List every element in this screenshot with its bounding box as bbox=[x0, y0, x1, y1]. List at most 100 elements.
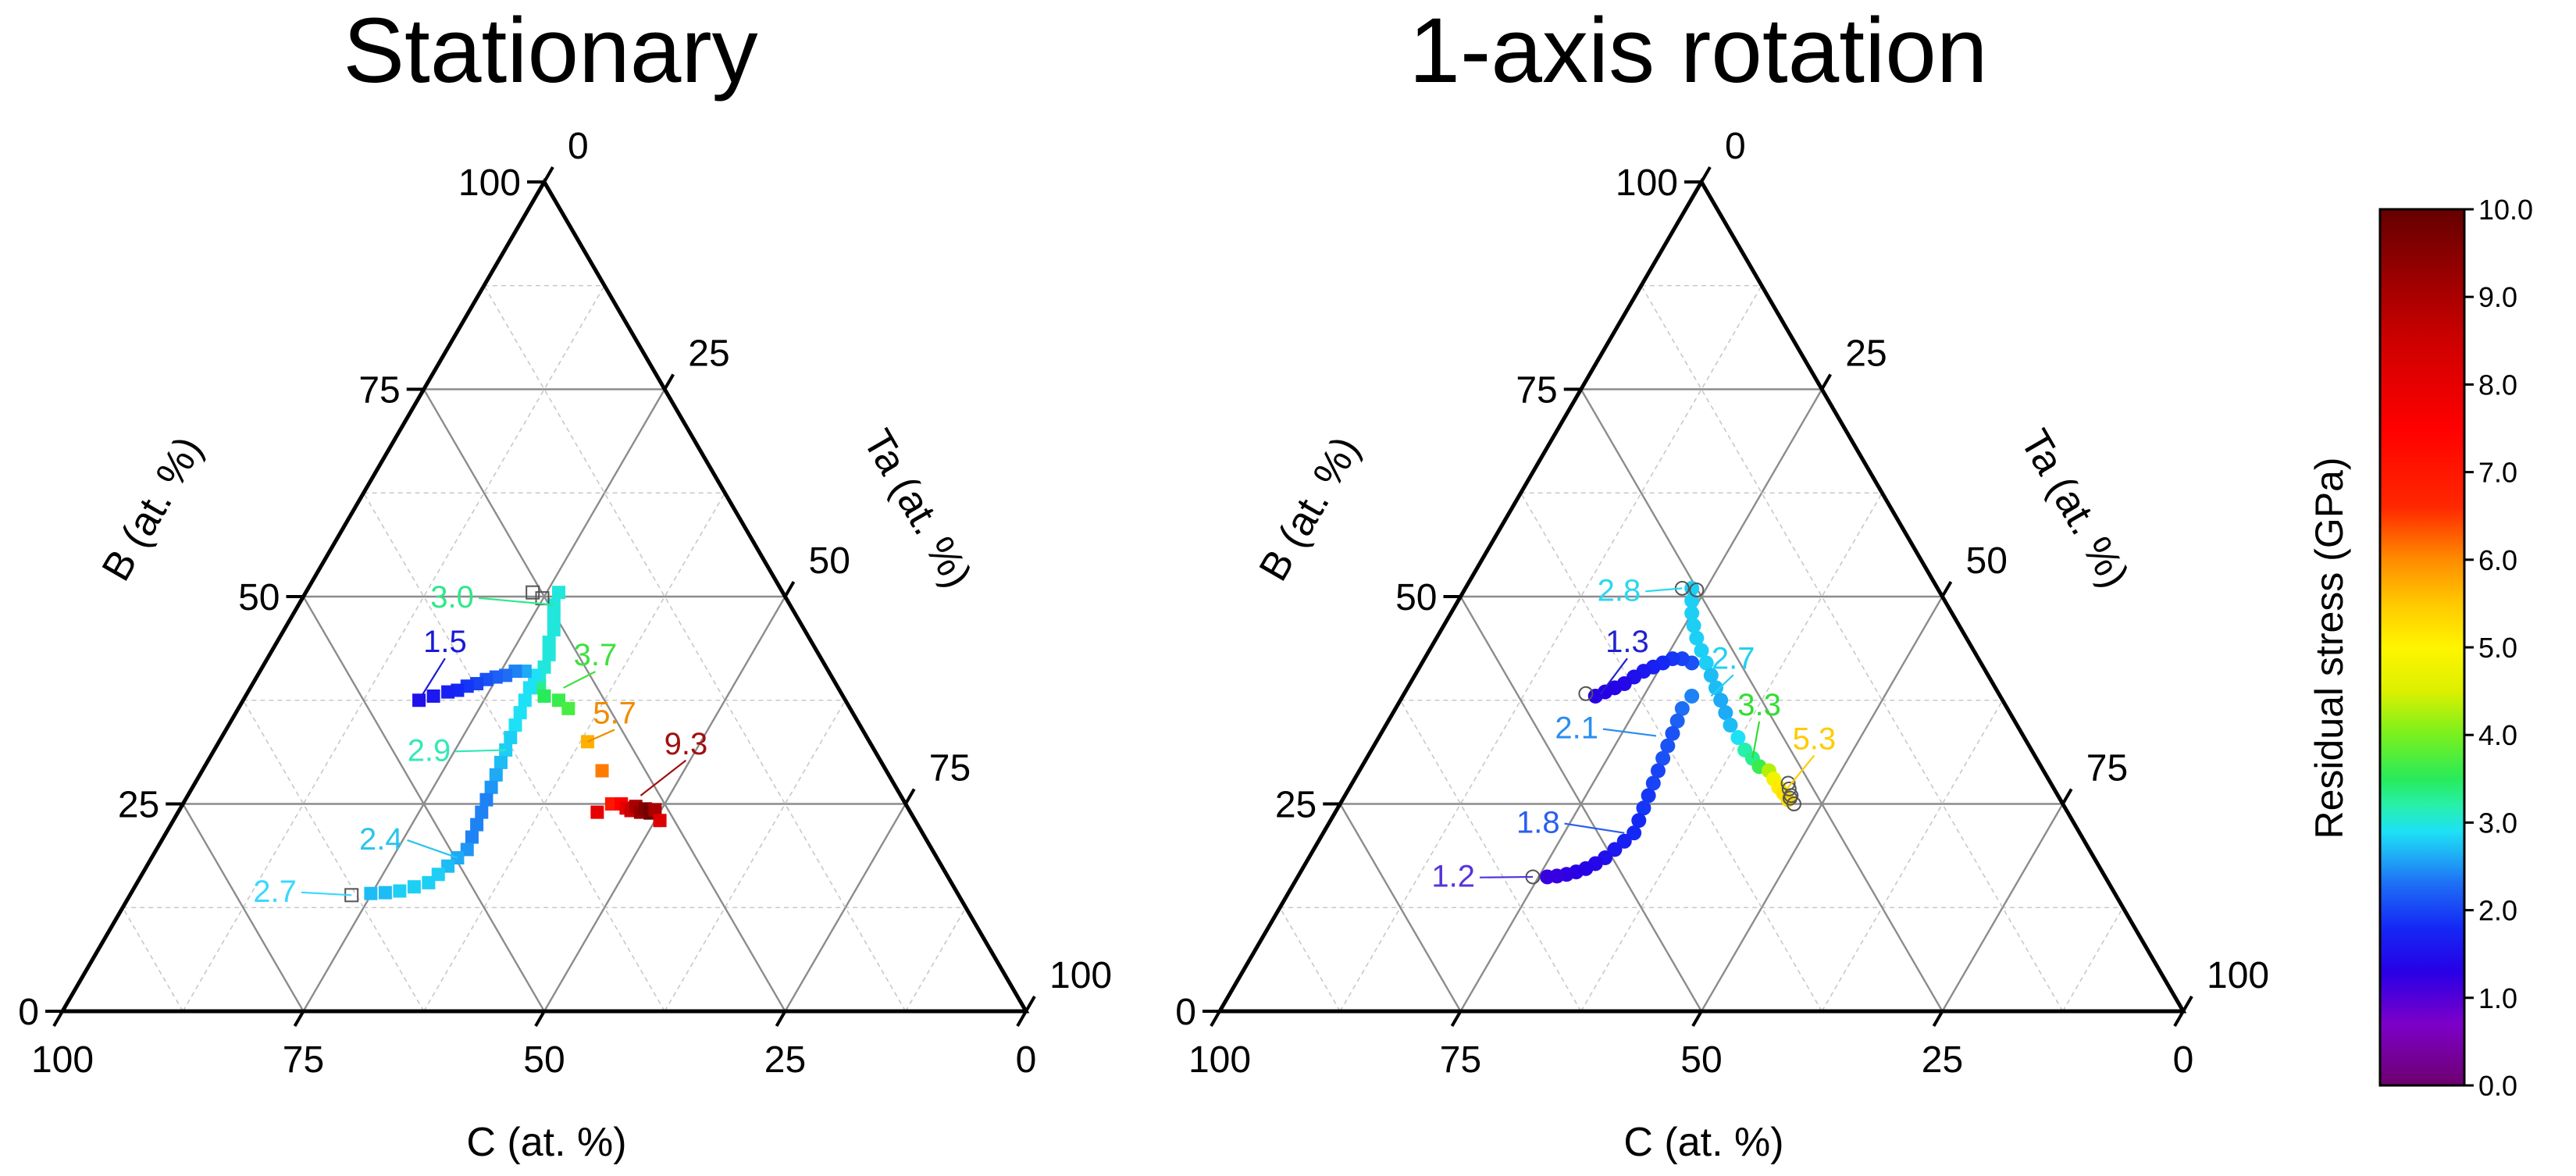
tick-label-c: 75 bbox=[1440, 1039, 1481, 1081]
annotation-label: 2.7 bbox=[1712, 641, 1755, 675]
data-point bbox=[407, 880, 421, 894]
data-point bbox=[648, 803, 662, 817]
grid-line bbox=[483, 285, 907, 1012]
axis-ticks: 0 0 100 25 25 75 50 50 50 75 75 25 100 100 0 bbox=[18, 126, 1112, 1081]
data-point bbox=[493, 755, 508, 769]
annotation-leader bbox=[1479, 875, 1534, 878]
data-point bbox=[1713, 693, 1729, 708]
annotation-leader bbox=[1787, 754, 1815, 788]
data-points bbox=[1525, 580, 1801, 885]
tick-label-c: 50 bbox=[1680, 1039, 1722, 1081]
data-point bbox=[504, 731, 518, 745]
tick-mark bbox=[2173, 1010, 2185, 1028]
annotation-label: 2.7 bbox=[253, 875, 297, 909]
annotation-label: 2.9 bbox=[408, 733, 451, 768]
tick-mark bbox=[663, 373, 675, 390]
annotation-leader bbox=[418, 657, 446, 701]
annotation-leader bbox=[563, 671, 596, 689]
data-point bbox=[1703, 668, 1719, 683]
data-point bbox=[518, 693, 532, 707]
annotation-leader bbox=[1599, 657, 1628, 695]
data-point bbox=[552, 586, 566, 600]
data-point bbox=[1684, 605, 1700, 621]
annotation-label: 3.7 bbox=[574, 638, 618, 672]
axis-label-c: C (at. %) bbox=[1623, 1120, 1783, 1165]
axis-ticks: 0 0 100 25 25 75 50 50 50 75 75 25 100 100 0 bbox=[1175, 126, 2269, 1081]
tick-label-b: 0 bbox=[18, 992, 39, 1033]
grid-line bbox=[905, 907, 967, 1012]
data-point bbox=[590, 805, 604, 819]
grid-line bbox=[1520, 492, 1822, 1012]
annotation-leader bbox=[455, 749, 506, 753]
tick-label-b: 100 bbox=[458, 162, 521, 204]
data-point bbox=[653, 814, 667, 828]
data-point bbox=[1631, 813, 1647, 829]
tick-label-ta: 50 bbox=[809, 540, 850, 582]
grid-line bbox=[1580, 492, 1883, 1012]
tick-label-b: 75 bbox=[1516, 370, 1557, 412]
data-point bbox=[1669, 713, 1685, 729]
tick-mark bbox=[543, 166, 554, 184]
data-point bbox=[364, 886, 378, 900]
grid-line bbox=[1399, 700, 1582, 1012]
annotation-label: 5.7 bbox=[593, 696, 636, 730]
tick-label-ta: 100 bbox=[2207, 955, 2269, 996]
axis-label-ta: Ta (at. %) bbox=[2011, 422, 2137, 596]
axis-label-c: C (at. %) bbox=[466, 1120, 626, 1165]
open-point bbox=[1689, 583, 1705, 598]
grid-line bbox=[302, 596, 546, 1012]
data-point bbox=[1674, 700, 1690, 716]
tick-mark bbox=[1700, 166, 1712, 184]
data-point bbox=[542, 635, 556, 649]
data-point bbox=[1626, 825, 1642, 841]
annotation-leader bbox=[478, 597, 554, 606]
point-annotations: 3.0 1.5 3.7 5.7 9.3 2.9 2.4 2.7 bbox=[253, 580, 707, 909]
tick-label-c: 100 bbox=[1188, 1039, 1251, 1081]
tick-label-c: 25 bbox=[1922, 1039, 1963, 1081]
data-point bbox=[542, 647, 556, 661]
annotation-label: 2.8 bbox=[1598, 573, 1641, 608]
grid-lines bbox=[1279, 284, 2124, 1012]
tick-mark bbox=[534, 1010, 546, 1028]
colorbar-gradient bbox=[2378, 208, 2466, 1087]
annotation-label: 1.2 bbox=[1431, 860, 1475, 894]
grid-line bbox=[1641, 285, 2064, 1012]
grid-line bbox=[1279, 907, 1341, 1012]
data-point bbox=[1607, 842, 1623, 857]
data-point bbox=[1718, 705, 1733, 721]
tick-label-b: 50 bbox=[238, 577, 280, 618]
data-point bbox=[1708, 680, 1724, 696]
data-point bbox=[508, 718, 522, 732]
grid-line bbox=[1339, 285, 1762, 1012]
tick-mark bbox=[1691, 1010, 1703, 1028]
colorbar-tick-label: 4.0 bbox=[2478, 719, 2517, 751]
panel-title-rotation: 1-axis rotation bbox=[1409, 0, 1987, 102]
tick-label-ta: 25 bbox=[1845, 333, 1887, 375]
annotation-leader bbox=[587, 729, 615, 743]
tick-mark bbox=[2182, 995, 2193, 1013]
colorbar-tick-label: 8.0 bbox=[2478, 369, 2517, 401]
colorbar-tick-label: 1.0 bbox=[2478, 982, 2517, 1014]
tick-label-c: 75 bbox=[283, 1039, 324, 1081]
tick-label-c: 100 bbox=[31, 1039, 94, 1081]
data-point bbox=[1694, 643, 1709, 658]
annotation-leader bbox=[407, 839, 458, 859]
open-point bbox=[1783, 790, 1798, 806]
grid-line bbox=[122, 907, 183, 1012]
tick-mark bbox=[783, 580, 796, 598]
grid-lines bbox=[122, 284, 967, 1012]
axis-label-b: B (at. %) bbox=[1251, 429, 1369, 588]
tick-label-ta: 75 bbox=[2086, 748, 2128, 789]
tick-mark bbox=[1016, 1010, 1028, 1028]
data-point bbox=[1660, 738, 1676, 754]
data-point bbox=[1540, 869, 1555, 885]
annotation-leader bbox=[640, 759, 687, 796]
open-point bbox=[1578, 686, 1594, 701]
grid-line bbox=[362, 492, 665, 1012]
tick-label-c: 50 bbox=[523, 1039, 565, 1081]
colorbar-tick-label: 10.0 bbox=[2478, 194, 2533, 226]
panel-title-stationary: Stationary bbox=[343, 0, 757, 102]
tick-label-b: 100 bbox=[1616, 162, 1678, 204]
tick-label-c: 0 bbox=[2173, 1039, 2194, 1081]
